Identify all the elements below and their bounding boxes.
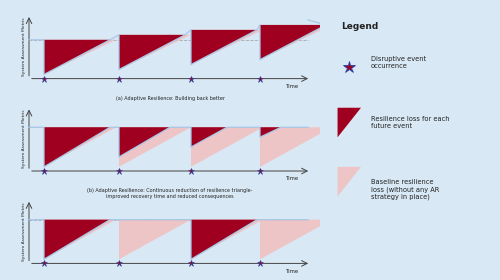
Polygon shape: [338, 108, 361, 137]
Polygon shape: [119, 35, 185, 69]
Polygon shape: [191, 127, 227, 147]
Text: System Assessment Metric: System Assessment Metric: [22, 202, 26, 261]
Text: Time: Time: [286, 84, 300, 89]
Polygon shape: [191, 220, 263, 259]
Polygon shape: [119, 35, 191, 69]
Polygon shape: [44, 127, 110, 167]
Polygon shape: [119, 127, 170, 157]
Text: Legend: Legend: [341, 22, 378, 31]
Text: (b) Adaptive Resilience: Continuous reduction of resilience triangle-
improved r: (b) Adaptive Resilience: Continuous redu…: [88, 188, 252, 199]
Text: System Assessment Metric: System Assessment Metric: [22, 17, 26, 76]
Polygon shape: [44, 220, 116, 259]
Polygon shape: [44, 220, 110, 259]
Polygon shape: [44, 127, 116, 167]
Polygon shape: [260, 127, 332, 167]
Polygon shape: [260, 127, 281, 137]
Text: Disruptive event
occurrence: Disruptive event occurrence: [371, 55, 426, 69]
Text: Baseline resilience
loss (without any AR
strategy in place): Baseline resilience loss (without any AR…: [371, 179, 440, 200]
Polygon shape: [338, 167, 361, 197]
Polygon shape: [260, 25, 332, 60]
Polygon shape: [191, 220, 257, 259]
Text: (a) Adaptive Resilience: Building back better: (a) Adaptive Resilience: Building back b…: [116, 96, 224, 101]
Text: Resilience loss for each
future event: Resilience loss for each future event: [371, 116, 450, 129]
Polygon shape: [119, 220, 191, 259]
Polygon shape: [119, 127, 191, 167]
Polygon shape: [191, 30, 263, 65]
Polygon shape: [44, 40, 110, 74]
Polygon shape: [260, 220, 332, 259]
Text: Time: Time: [286, 176, 300, 181]
Polygon shape: [44, 40, 116, 74]
Text: Time: Time: [286, 269, 300, 274]
Text: System Assessment Metric: System Assessment Metric: [22, 109, 26, 168]
Polygon shape: [260, 25, 326, 60]
Polygon shape: [191, 127, 263, 167]
Polygon shape: [191, 30, 257, 65]
